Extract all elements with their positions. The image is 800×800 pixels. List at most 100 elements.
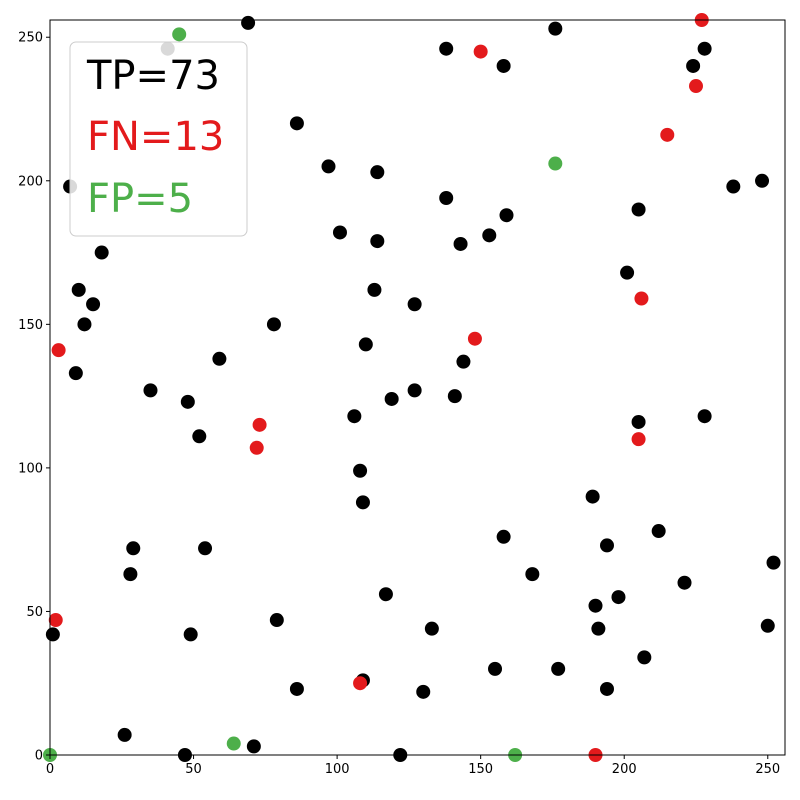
tp-point [599,681,614,696]
tp-point [488,661,503,676]
tp-point [370,165,385,180]
tp-point [192,429,207,444]
y-tick-label: 150 [18,318,43,333]
tp-point [766,555,781,570]
tp-point [407,297,422,312]
tp-point [456,354,471,369]
tp-point [620,265,635,280]
tp-point [123,567,138,582]
tp-point [358,337,373,352]
tp-point [94,245,109,260]
tp-point [241,15,256,30]
tp-point [496,529,511,544]
tp-point [631,202,646,217]
tp-point [212,351,227,366]
legend-box [69,41,248,237]
tp-point [45,627,60,642]
legend-entry-tp: TP=73 [86,53,220,99]
x-tick-label: 250 [755,762,780,777]
legend: TP=73 FN=13 FP=5 [69,41,248,237]
y-tick-label: 0 [35,749,43,764]
tp-point [760,618,775,633]
x-tick-label: 0 [46,762,54,777]
fn-point [688,79,703,94]
plot-frame [49,19,786,756]
tp-point [525,567,540,582]
tp-point [631,414,646,429]
tp-point [548,21,563,36]
tp-point [407,383,422,398]
tp-point [726,179,741,194]
tp-point [198,541,213,556]
tp-point [117,727,132,742]
tp-point [453,236,468,251]
tp-point [289,116,304,131]
tp-point [585,489,600,504]
fn-point [467,331,482,346]
tp-point [482,228,497,243]
tp-point [591,621,606,636]
fp-point [172,27,187,42]
tp-point [551,661,566,676]
tp-point [755,173,770,188]
tp-point [353,463,368,478]
x-tick-label: 200 [612,762,637,777]
fp-point [226,736,241,751]
fn-point [473,44,488,59]
x-tick-label: 100 [325,762,350,777]
tp-point [677,575,692,590]
tp-point [367,282,382,297]
fn-point [634,291,649,306]
y-axis: 0 50 100 150 200 250 [18,31,50,764]
y-tick-label: 200 [18,174,43,189]
tp-point [424,621,439,636]
tp-point [384,391,399,406]
tp-point [697,41,712,56]
tp-point [126,541,141,556]
y-tick-label: 50 [26,605,43,620]
tp-point [180,394,195,409]
tp-point [321,159,336,174]
fn-point [249,440,264,455]
tp-point [378,587,393,602]
tp-point [697,409,712,424]
tp-point [77,317,92,332]
tp-point [416,684,431,699]
x-axis: 0 50 100 150 200 250 [46,755,780,777]
tp-point [86,297,101,312]
x-tick-label: 50 [185,762,202,777]
tp-point [651,524,666,539]
tp-point [496,58,511,73]
tp-point [183,627,198,642]
tp-point [637,650,652,665]
fn-point [51,343,66,358]
tp-point [499,208,514,223]
fn-point [631,432,646,447]
fn-point [48,613,63,628]
tp-point [447,389,462,404]
tp-point [332,225,347,240]
tp-point [439,191,454,206]
tp-point [370,234,385,249]
y-tick-label: 250 [18,31,43,46]
legend-entry-fp: FP=5 [87,176,193,222]
x-tick-label: 150 [468,762,493,777]
tp-point [71,282,86,297]
tp-point [686,58,701,73]
tp-point [143,383,158,398]
tp-point [599,538,614,553]
tp-point [439,41,454,56]
legend-entry-fn: FN=13 [87,114,224,160]
y-tick-label: 100 [18,461,43,476]
tp-point [68,366,83,381]
tp-point [246,739,261,754]
tp-point [269,613,284,628]
fn-point [660,127,675,142]
tp-point [266,317,281,332]
tp-point [347,409,362,424]
tp-point [289,681,304,696]
fn-point [353,676,368,691]
tp-point [588,598,603,613]
tp-point [355,495,370,510]
